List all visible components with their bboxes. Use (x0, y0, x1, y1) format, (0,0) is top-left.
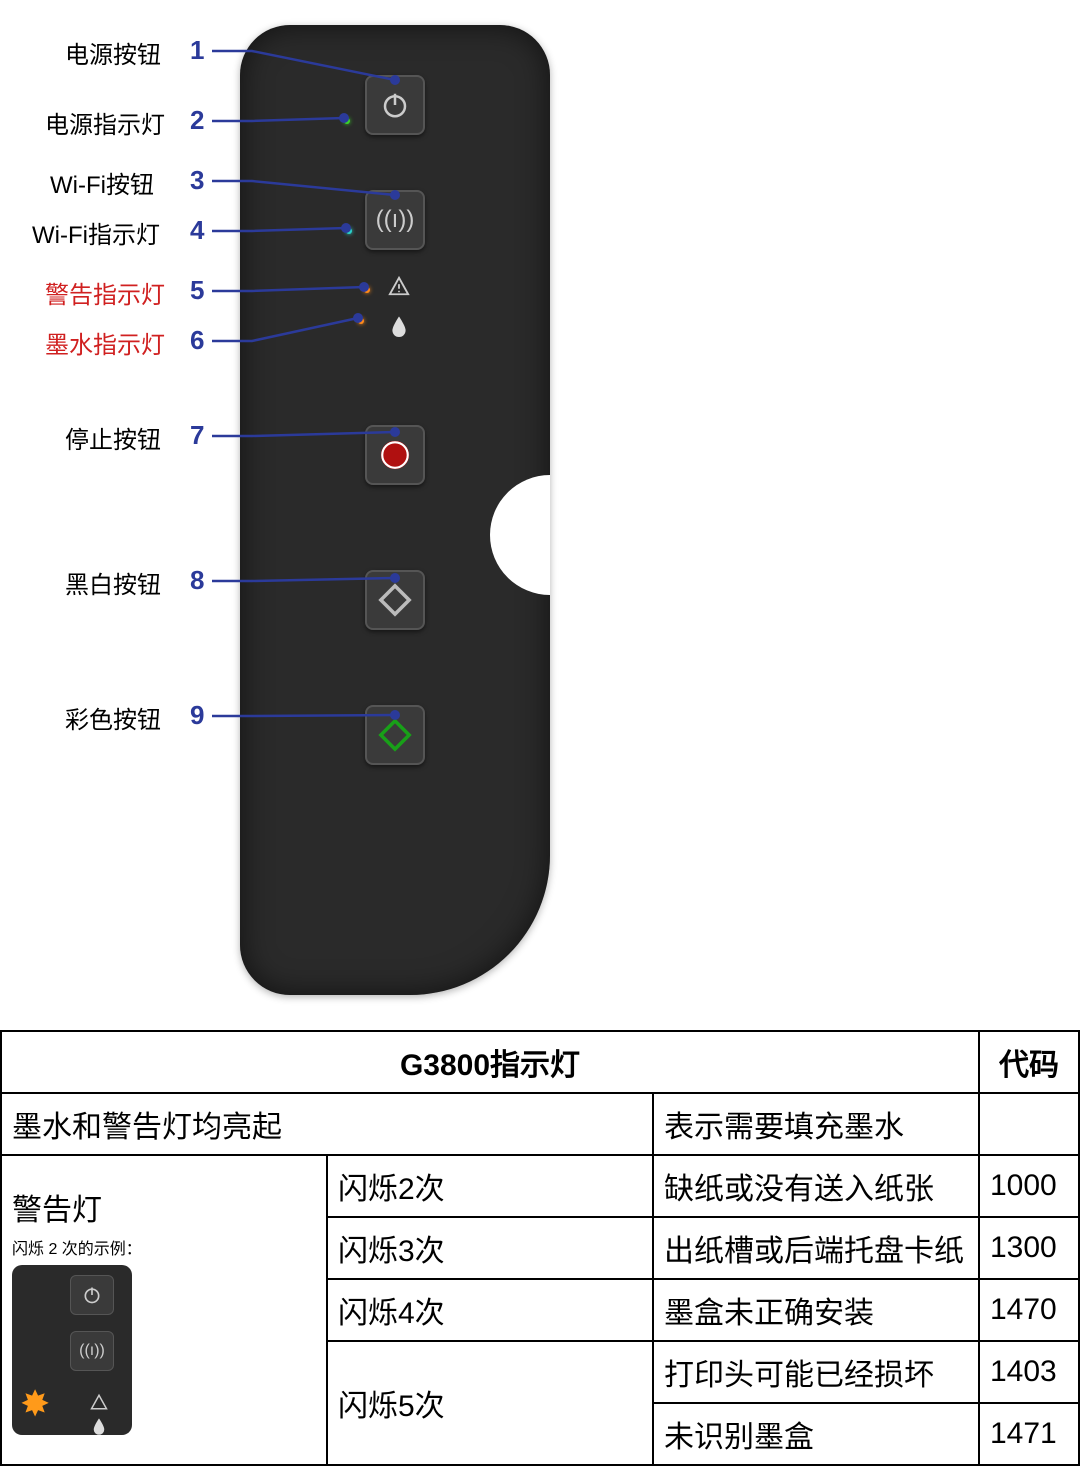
wifi-button[interactable]: ((ı)) (365, 190, 425, 250)
power-icon (380, 90, 410, 120)
indicator-code-table: G3800指示灯 代码 墨水和警告灯均亮起 表示需要填充墨水 警告灯 闪烁 2 … (0, 1030, 1080, 1466)
meaning: 打印头可能已经损坏 (653, 1341, 979, 1403)
ink-led (358, 318, 364, 324)
color-copy-button[interactable] (365, 705, 425, 765)
code: 1300 (979, 1217, 1079, 1279)
mono-copy-button[interactable] (365, 570, 425, 630)
table-title: G3800指示灯 (1, 1031, 979, 1093)
stop-icon (378, 438, 412, 472)
blink-spark-icon: ✸ (20, 1383, 50, 1425)
callout-label: 电源按钮 (65, 35, 161, 70)
ink-drop-icon (390, 315, 408, 343)
callout-number: 3 (190, 165, 204, 196)
stop-button[interactable] (365, 425, 425, 485)
blink-example-note: 闪烁 2 次的示例： (12, 1235, 316, 1259)
callout-label: 电源指示灯 (45, 105, 165, 140)
callout-label: 彩色按钮 (65, 700, 161, 735)
callout-number: 8 (190, 565, 204, 596)
meaning: 缺纸或没有送入纸张 (653, 1155, 979, 1217)
power-led (344, 118, 350, 124)
meaning: 出纸槽或后端托盘卡纸 (653, 1217, 979, 1279)
callout-number: 1 (190, 35, 204, 66)
code: 1470 (979, 1279, 1079, 1341)
wifi-icon: ((ı)) (376, 206, 415, 234)
meaning: 未识别墨盒 (653, 1403, 979, 1465)
callout-number: 4 (190, 215, 204, 246)
mini-wifi-icon: ((ı)) (70, 1331, 114, 1371)
diamond-color-icon (378, 718, 412, 752)
wifi-led (346, 228, 352, 234)
callout-number: 6 (190, 325, 204, 356)
code: 1403 (979, 1341, 1079, 1403)
callout-label: Wi-Fi按钮 (50, 165, 154, 200)
mini-panel-illustration: ((ı)) ✸ (12, 1265, 132, 1435)
code: 1471 (979, 1403, 1079, 1465)
warning-light-cell: 警告灯 闪烁 2 次的示例： ((ı)) ✸ (1, 1155, 327, 1465)
blink-count: 闪烁4次 (327, 1279, 653, 1341)
blink-count: 闪烁3次 (327, 1217, 653, 1279)
printer-control-panel: ((ı)) (240, 25, 550, 995)
callout-number: 2 (190, 105, 204, 136)
callout-label: Wi-Fi指示灯 (32, 215, 160, 250)
callout-number: 5 (190, 275, 204, 306)
meaning: 墨盒未正确安装 (653, 1279, 979, 1341)
warning-light-label: 警告灯 (12, 1194, 102, 1227)
power-button[interactable] (365, 75, 425, 135)
blink-count: 闪烁2次 (327, 1155, 653, 1217)
row1-code (979, 1093, 1079, 1155)
row1-condition: 墨水和警告灯均亮起 (1, 1093, 653, 1155)
callout-label: 停止按钮 (65, 420, 161, 455)
callout-number: 7 (190, 420, 204, 451)
mini-ink-icon (92, 1409, 106, 1443)
callout-number: 9 (190, 700, 204, 731)
warning-icon (388, 275, 410, 303)
callout-label: 墨水指示灯 (45, 325, 165, 360)
callout-label: 警告指示灯 (45, 275, 165, 310)
blink-count: 闪烁5次 (327, 1341, 653, 1465)
code-header: 代码 (979, 1031, 1079, 1093)
diamond-mono-icon (378, 583, 412, 617)
printer-panel-diagram: ((ı)) 电源按钮 1 电源指示灯 2 Wi-Fi按钮 3 Wi-Fi指示灯 4 警告指示灯 5… (0, 0, 1080, 1030)
callout-label: 黑白按钮 (65, 565, 161, 600)
code: 1000 (979, 1155, 1079, 1217)
mini-power-icon (70, 1275, 114, 1315)
row1-meaning: 表示需要填充墨水 (653, 1093, 979, 1155)
warning-led (364, 287, 370, 293)
